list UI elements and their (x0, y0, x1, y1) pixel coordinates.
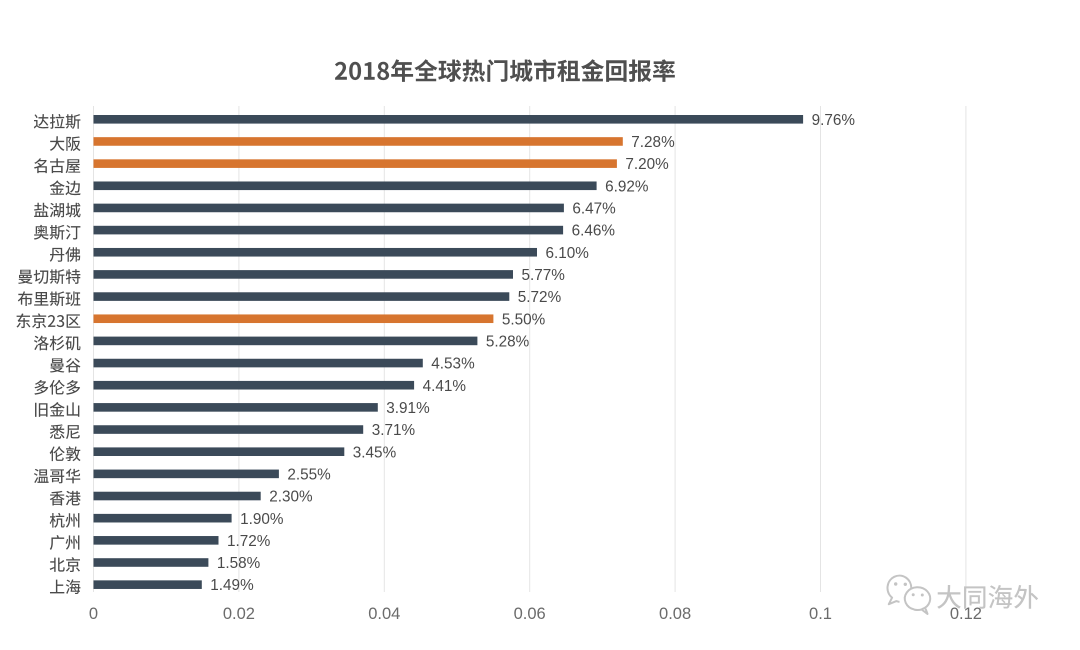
svg-text:0.04: 0.04 (368, 605, 400, 623)
svg-text:1.72%: 1.72% (227, 533, 271, 550)
svg-text:1.58%: 1.58% (217, 555, 261, 572)
svg-text:0: 0 (89, 605, 98, 623)
svg-text:0.12: 0.12 (950, 605, 982, 623)
svg-text:1.49%: 1.49% (210, 577, 254, 594)
svg-text:5.28%: 5.28% (486, 333, 530, 350)
svg-text:7.20%: 7.20% (625, 156, 669, 173)
svg-text:5.50%: 5.50% (502, 311, 546, 328)
svg-text:3.71%: 3.71% (372, 422, 416, 439)
svg-text:0.06: 0.06 (514, 605, 546, 623)
svg-text:0.08: 0.08 (659, 605, 691, 623)
svg-text:0.1: 0.1 (809, 605, 832, 623)
svg-text:4.53%: 4.53% (431, 356, 475, 373)
svg-text:5.72%: 5.72% (518, 289, 562, 306)
svg-text:6.10%: 6.10% (546, 245, 590, 262)
svg-text:4.41%: 4.41% (423, 378, 467, 395)
svg-text:9.76%: 9.76% (812, 112, 856, 129)
svg-text:2.30%: 2.30% (269, 489, 313, 506)
svg-text:5.77%: 5.77% (522, 267, 566, 284)
svg-text:3.91%: 3.91% (386, 400, 430, 417)
svg-text:1.90%: 1.90% (240, 511, 284, 528)
svg-text:7.28%: 7.28% (631, 134, 675, 151)
svg-text:3.45%: 3.45% (353, 444, 397, 461)
svg-text:6.47%: 6.47% (572, 201, 616, 218)
svg-text:2.55%: 2.55% (287, 466, 331, 483)
svg-text:0.02: 0.02 (223, 605, 255, 623)
svg-text:6.92%: 6.92% (605, 178, 649, 195)
svg-text:6.46%: 6.46% (572, 223, 616, 240)
